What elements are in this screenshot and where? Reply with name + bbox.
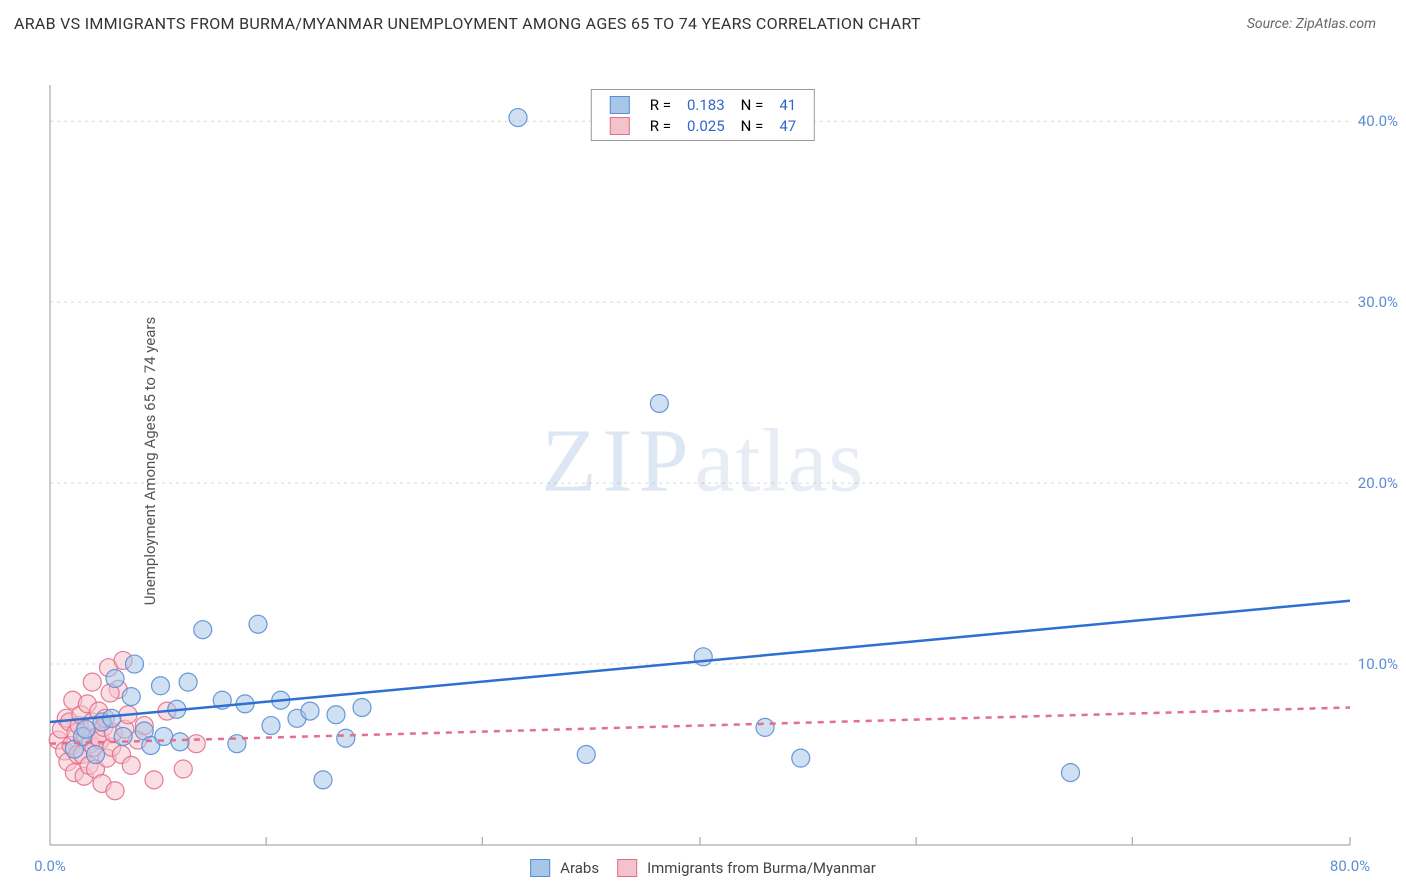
y-tick-label: 40.0% — [1358, 112, 1398, 130]
y-tick-label: 10.0% — [1358, 655, 1398, 673]
legend-item-burma: Immigrants from Burma/Myanmar — [617, 859, 876, 877]
series-legend: Arabs Immigrants from Burma/Myanmar — [530, 859, 876, 877]
chart-title: ARAB VS IMMIGRANTS FROM BURMA/MYANMAR UN… — [14, 14, 921, 33]
chart-source: Source: ZipAtlas.com — [1247, 16, 1376, 32]
chart-container: Unemployment Among Ages 65 to 74 years Z… — [0, 41, 1406, 881]
correlation-legend: R = 0.183 N = 41 R = 0.025 N = 47 — [591, 89, 815, 141]
swatch-burma — [610, 117, 630, 135]
y-tick-label: 30.0% — [1358, 293, 1398, 311]
swatch-arabs — [610, 96, 630, 114]
swatch-burma-icon — [617, 859, 637, 877]
legend-row-arabs: R = 0.183 N = 41 — [602, 94, 804, 115]
x-tick-label: 80.0% — [1330, 857, 1370, 875]
y-axis-label: Unemployment Among Ages 65 to 74 years — [141, 317, 159, 605]
scatter-plot — [0, 41, 1406, 881]
chart-header: ARAB VS IMMIGRANTS FROM BURMA/MYANMAR UN… — [0, 0, 1406, 41]
y-tick-label: 20.0% — [1358, 474, 1398, 492]
legend-row-burma: R = 0.025 N = 47 — [602, 115, 804, 136]
x-tick-label: 0.0% — [34, 857, 66, 875]
swatch-arabs-icon — [530, 859, 550, 877]
legend-item-arabs: Arabs — [530, 859, 599, 877]
